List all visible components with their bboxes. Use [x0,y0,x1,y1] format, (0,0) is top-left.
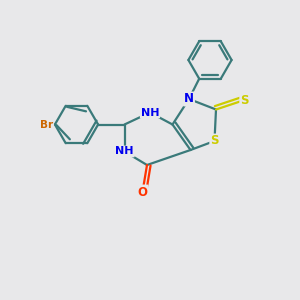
Text: S: S [210,134,219,148]
Text: S: S [240,94,249,107]
Text: NH: NH [115,146,134,157]
Text: Br: Br [40,119,53,130]
Text: O: O [137,185,148,199]
Text: N: N [184,92,194,106]
Text: NH: NH [141,107,159,118]
